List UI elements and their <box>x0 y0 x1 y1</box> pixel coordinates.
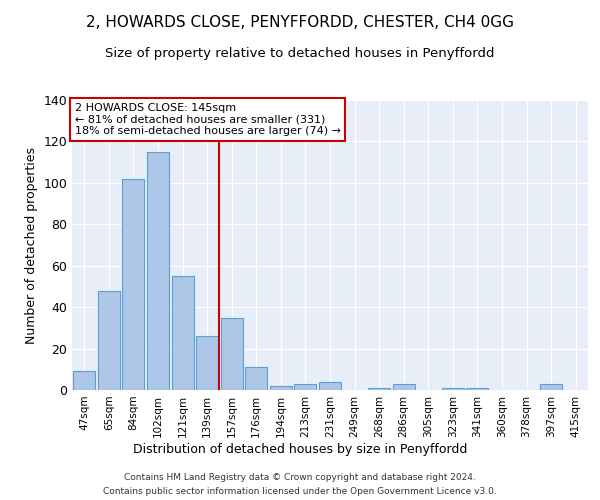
Bar <box>245 367 268 390</box>
Bar <box>147 152 169 390</box>
Bar <box>368 388 390 390</box>
Bar <box>73 372 95 390</box>
Text: Contains public sector information licensed under the Open Government Licence v3: Contains public sector information licen… <box>103 488 497 496</box>
Bar <box>540 384 562 390</box>
Bar <box>172 276 194 390</box>
Bar <box>270 386 292 390</box>
Y-axis label: Number of detached properties: Number of detached properties <box>25 146 38 344</box>
Text: 2 HOWARDS CLOSE: 145sqm
← 81% of detached houses are smaller (331)
18% of semi-d: 2 HOWARDS CLOSE: 145sqm ← 81% of detache… <box>74 103 341 136</box>
Text: 2, HOWARDS CLOSE, PENYFFORDD, CHESTER, CH4 0GG: 2, HOWARDS CLOSE, PENYFFORDD, CHESTER, C… <box>86 15 514 30</box>
Bar <box>98 290 120 390</box>
Bar <box>295 384 316 390</box>
Text: Distribution of detached houses by size in Penyffordd: Distribution of detached houses by size … <box>133 442 467 456</box>
Text: Contains HM Land Registry data © Crown copyright and database right 2024.: Contains HM Land Registry data © Crown c… <box>124 472 476 482</box>
Text: Size of property relative to detached houses in Penyffordd: Size of property relative to detached ho… <box>105 48 495 60</box>
Bar <box>221 318 243 390</box>
Bar <box>319 382 341 390</box>
Bar <box>442 388 464 390</box>
Bar <box>122 178 145 390</box>
Bar <box>196 336 218 390</box>
Bar <box>392 384 415 390</box>
Bar <box>466 388 488 390</box>
